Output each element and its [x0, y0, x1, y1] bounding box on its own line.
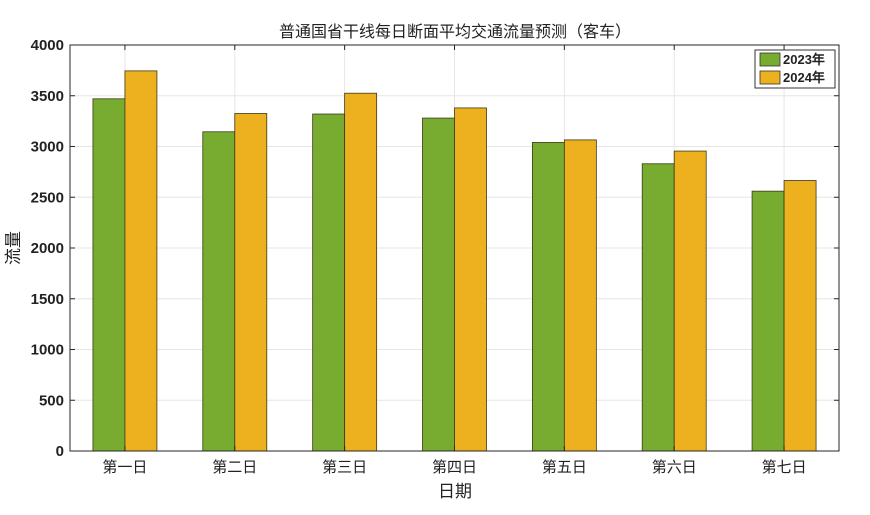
bar-2023年-第三日	[312, 113, 346, 452]
bar-2024年-第四日	[454, 107, 487, 452]
legend-swatch-2024	[759, 70, 781, 85]
bar-2023年-第二日	[202, 131, 236, 452]
legend-swatch-2023	[759, 52, 781, 67]
y-tick-label: 4000	[31, 37, 64, 54]
bar-2024年-第七日	[783, 180, 817, 452]
x-tick-label: 第二日	[212, 458, 257, 476]
bar-layer	[92, 70, 817, 452]
legend-label-2023: 2023年	[783, 52, 825, 67]
bar-2024年-第二日	[234, 113, 268, 452]
axis-layer: 0 500 1000 1500 2000 2500 3000 3500 4000 第一日 第二日 第三…	[31, 37, 840, 476]
legend: 2023年 2024年	[754, 49, 836, 89]
bar-2023年-第四日	[422, 117, 455, 452]
x-tick-label: 第六日	[652, 458, 697, 476]
y-axis-label: 流量	[4, 231, 24, 265]
y-tick-label: 1500	[31, 291, 64, 308]
bar-2023年-第五日	[531, 142, 565, 452]
x-tick-label: 第五日	[542, 458, 587, 476]
x-tick-label: 第七日	[762, 458, 807, 476]
x-tick-label: 第四日	[432, 458, 477, 476]
bar-2024年-第五日	[563, 139, 597, 452]
y-tick-label: 0	[56, 443, 64, 460]
plot-frame	[69, 44, 840, 452]
y-tick-label: 2500	[31, 189, 64, 206]
y-tick-label: 500	[39, 392, 64, 409]
bar-2023年-第一日	[92, 98, 126, 452]
bar-2024年-第三日	[344, 92, 378, 452]
chart-title: 普通国省干线每日断面平均交通流量预测（客车）	[279, 22, 631, 41]
y-tick-label: 1000	[31, 342, 64, 359]
bar-2024年-第一日	[124, 70, 158, 452]
bar-2023年-第六日	[641, 163, 675, 452]
x-tick-label: 第三日	[322, 458, 367, 476]
x-axis-label: 日期	[438, 482, 472, 502]
x-tick-label: 第一日	[102, 458, 147, 476]
bar-2024年-第六日	[673, 150, 707, 452]
bar-2023年-第七日	[751, 190, 785, 452]
y-tick-label: 2000	[31, 240, 64, 257]
legend-label-2024: 2024年	[783, 70, 825, 85]
y-tick-label: 3000	[31, 139, 64, 156]
y-tick-label: 3500	[31, 88, 64, 105]
